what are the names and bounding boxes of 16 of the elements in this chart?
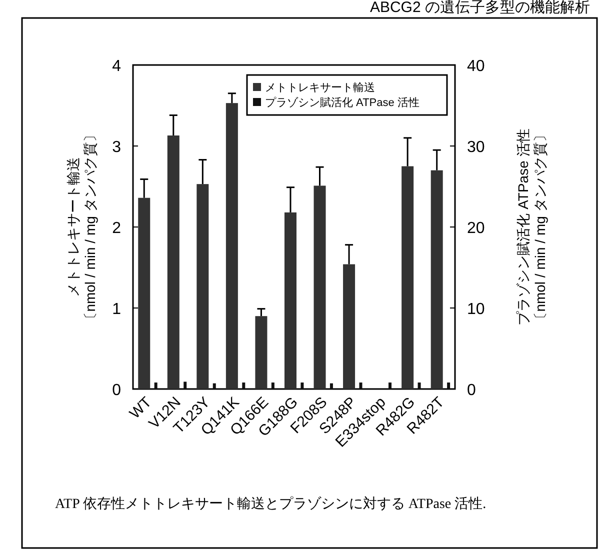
- y2-tick-label: 30: [467, 139, 485, 156]
- y-tick-label: 0: [112, 382, 122, 399]
- legend-label: プラゾシン賦活化 ATPase 活性: [265, 96, 420, 109]
- y2-tick-label: 20: [467, 220, 485, 237]
- y-tick-label: 1: [112, 301, 122, 318]
- y2-tick-label: 10: [467, 301, 485, 318]
- text: ATP 依存性メトトレキサート輸送とプラゾシンに対する ATPase 活性.: [55, 496, 486, 512]
- y2-tick-label: 40: [467, 58, 485, 75]
- y-tick-label: 3: [112, 139, 122, 156]
- y-axis-title: メトトレキサート輸送〔nmol / min / mg タンパク質〕: [65, 128, 98, 326]
- y2-tick-label: 0: [467, 382, 476, 399]
- legend-label: メトトレキサート輸送: [265, 82, 375, 94]
- y-tick-label: 2: [112, 220, 122, 237]
- y-tick-label: 4: [112, 58, 122, 75]
- text: ABCG2 の遺伝子多型の機能解析: [370, 0, 590, 16]
- y2-axis-title: プラゾシン賦活化 ATPase 活性〔nmol / min / mg タンパク質〕: [515, 128, 548, 326]
